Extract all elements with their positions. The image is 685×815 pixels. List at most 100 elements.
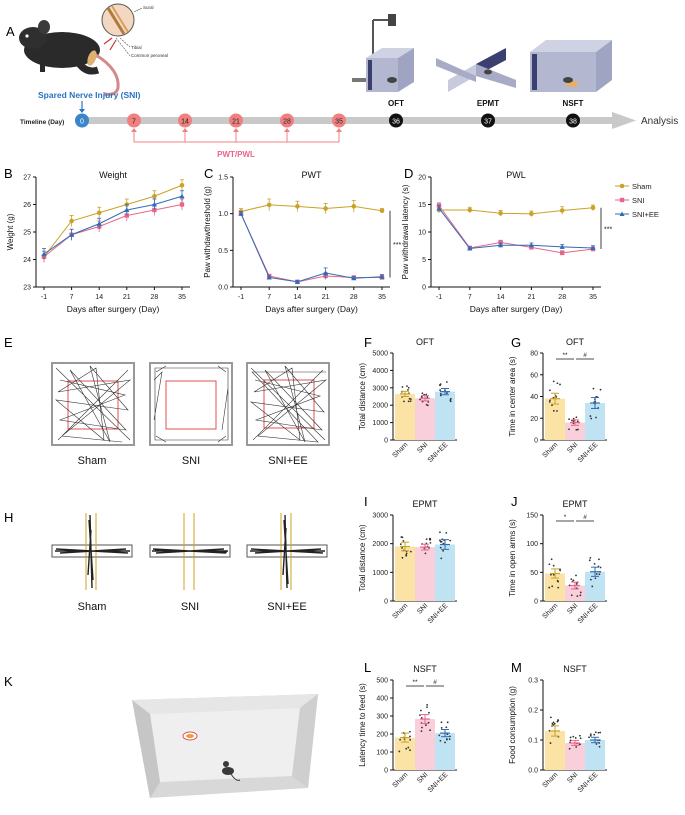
y-tick-label: 0.3 [528,678,538,685]
data-dot [439,531,441,534]
data-point [590,205,596,211]
y-tick-label: 80 [530,351,538,358]
data-dot [419,398,421,401]
data-dot [568,428,570,431]
bar-sni [415,719,435,770]
x-tick-label: 14 [497,294,505,301]
data-dot [589,557,592,559]
data-point [559,244,565,249]
epmt-apparatus [436,48,516,92]
y-tick-label: 0.5 [218,248,228,255]
data-dot [439,739,442,742]
y-tick-label: 300 [376,714,388,721]
panel-a: A Sural Tibial Common peroneal Spared Ne… [6,3,678,159]
data-dot [553,722,556,725]
data-dot [399,543,402,546]
chart-title: EPMT [562,499,588,509]
data-dot [419,714,421,717]
data-dot [550,558,553,561]
y-tick-label: 100 [526,541,538,548]
y-tick-label: 4000 [372,368,388,375]
y-tick-label: 0 [534,599,538,606]
data-dot [399,738,401,741]
y-tick-label: 1.0 [218,211,228,218]
day-37-marker: 37 [481,113,495,128]
y-tick-label: 1000 [372,570,388,577]
series-line-sham [439,207,594,215]
day-label: 7 [132,119,136,126]
nsft-apparatus [530,40,612,92]
data-dot [442,549,445,552]
data-point [590,245,596,250]
data-dot [446,392,448,395]
data-dot [403,400,405,403]
bar-sham [545,731,565,770]
x-tick-label: Sham [392,602,410,620]
data-dot [575,428,578,431]
y-tick-label: 0.0 [218,285,228,292]
data-dot [428,537,431,540]
x-axis-label: Days after surgery (Day) [265,304,358,314]
data-dot [445,381,448,383]
panel-letter-h: H [4,510,13,525]
data-dot [599,731,602,734]
y-axis-label: Total distance (cm) [358,524,367,591]
data-dot [424,724,427,726]
x-axis-label: Days after surgery (Day) [67,304,160,314]
x-tick-label: 21 [528,294,536,301]
data-point [69,218,74,224]
day-36-marker: 36 [389,113,403,128]
data-dot [578,734,581,737]
nsft-latency-chart: L NSFT 0 100 200 300 400 500 Latency time to fe… [358,660,457,794]
data-point [294,279,300,284]
x-tick-label: 21 [322,294,330,301]
day-14-marker: 14 [178,113,192,128]
data-point [498,240,503,245]
y-axis-label: Time in open arms (s) [508,519,517,597]
data-point [295,204,300,209]
epmt-label-sni: SNI [181,601,199,613]
y-tick-label: 3000 [372,513,388,520]
y-tick-label: 1.5 [218,175,228,182]
data-dot [440,540,443,543]
data-point [379,208,385,214]
y-tick-label: 5 [422,257,426,264]
data-dot [409,400,412,403]
data-dot [552,573,555,576]
data-dot [594,731,597,734]
data-dot [440,721,443,724]
legend-item-sni: SNI [615,196,645,205]
x-tick-label: 14 [294,294,302,301]
y-axis-label: Weight (g) [6,213,15,250]
x-tick-label: SNI [566,441,579,454]
y-tick-label: 50 [530,570,538,577]
x-tick-label: SNI [416,771,429,784]
day-label: 21 [232,119,240,126]
timeline-label: Timeline (Day) [20,119,64,126]
bar-sniee [585,571,605,601]
data-dot [407,388,409,391]
data-dot [429,541,432,544]
x-tick-label: Sham [542,771,560,789]
x-tick-label: SNI [566,602,579,615]
series-line-sham [43,184,183,258]
y-tick-label: 27 [23,175,31,182]
data-dot [449,735,451,738]
data-point [351,275,357,281]
x-tick-label: 35 [589,294,597,301]
epmt-label-sniee: SNI+EE [267,601,306,613]
data-dot [439,383,442,386]
data-dot [549,742,552,744]
data-dot [548,729,551,732]
data-point [498,242,504,248]
nerve-label-sural: Sural [143,5,154,10]
pwl-chart: D PWL 0 5 10 15 20 -1 7 14 21 28 35 Days after surge… [401,166,612,314]
legend-item-sham: Sham [615,182,652,191]
y-tick-label: 0 [384,599,388,606]
y-tick-label: 2000 [372,403,388,410]
panel-letter-d: D [404,166,413,181]
significance-label: ** [562,352,568,359]
y-tick-label: 100 [376,750,388,757]
y-tick-label: 15 [418,202,426,209]
data-dot [438,734,441,737]
